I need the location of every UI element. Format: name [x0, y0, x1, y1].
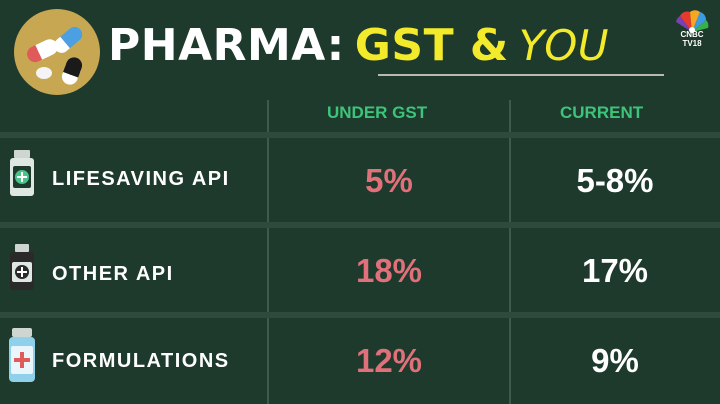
column-header-current: CURRENT	[560, 103, 644, 122]
under-gst-value: 5%	[365, 162, 413, 199]
table-row: LIFESAVING API 5% 5-8%	[0, 138, 720, 224]
column-divider	[509, 100, 511, 404]
title-underline	[378, 74, 664, 76]
row-divider	[0, 132, 720, 138]
row-divider	[0, 312, 720, 318]
current-value: 9%	[591, 342, 639, 379]
column-divider	[267, 100, 269, 404]
dark-bottle-icon	[10, 244, 34, 290]
page-title: PHARMA: GST & YOU	[108, 20, 609, 76]
pills-icon	[27, 26, 83, 85]
current-value: 5-8%	[576, 162, 654, 199]
green-bottle-icon	[10, 150, 34, 196]
table-row: OTHER API 18% 17%	[0, 228, 720, 314]
title-you: YOU	[518, 21, 609, 70]
row-divider	[0, 222, 720, 228]
row-label: FORMULATIONS	[52, 350, 230, 372]
column-header-under-gst: UNDER GST	[327, 103, 428, 122]
under-gst-value: 12%	[355, 342, 423, 379]
under-gst-value: 18%	[355, 252, 423, 289]
title-gst: GST &	[354, 20, 509, 71]
cnbc-logo-text: CNBC TV18	[680, 30, 704, 48]
title-pharma: PHARMA:	[108, 20, 345, 71]
table-row: FORMULATIONS 12% 9%	[0, 318, 720, 404]
medicine-bottle-icon	[9, 328, 35, 382]
row-label: OTHER API	[52, 263, 174, 285]
pills-badge	[14, 9, 100, 95]
row-label: LIFESAVING API	[52, 168, 230, 190]
current-value: 17%	[581, 252, 649, 289]
header: PHARMA: GST & YOU CNBC TV18	[0, 0, 720, 96]
cnbc-peacock-logo-icon	[676, 10, 709, 33]
